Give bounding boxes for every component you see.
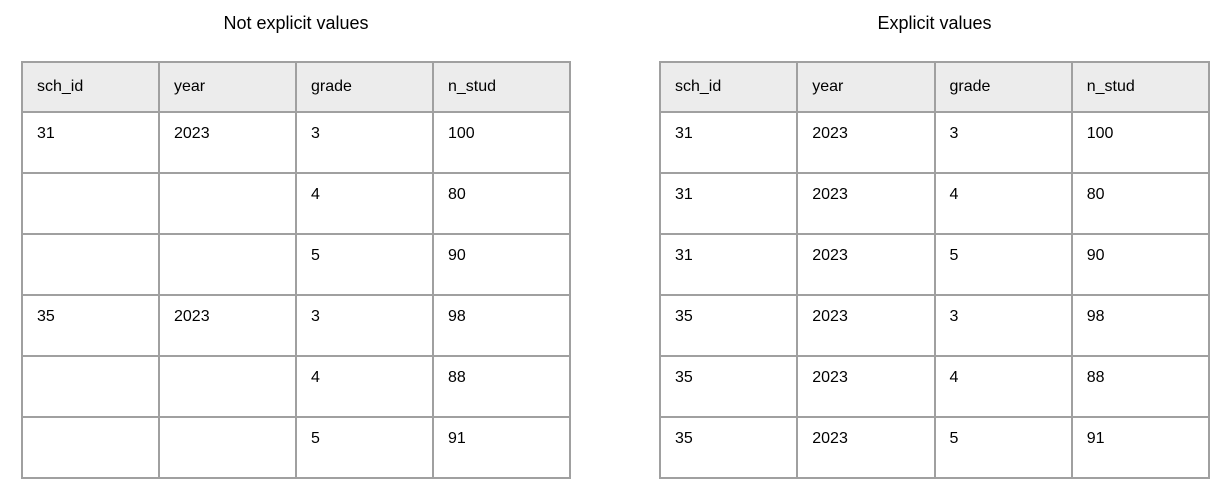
table-title-explicit: Explicit values <box>877 13 992 33</box>
table-cell <box>21 355 160 418</box>
table-row: 31 2023 5 90 <box>658 233 1211 296</box>
column-header-n-stud: n_stud <box>432 61 571 113</box>
table-row: 5 91 <box>21 416 571 479</box>
table-cell: 35 <box>658 355 799 418</box>
column-header-grade: grade <box>295 61 434 113</box>
table-cell: 31 <box>658 233 799 296</box>
table-cell: 98 <box>1070 294 1211 357</box>
table-cell: 3 <box>933 111 1073 174</box>
table-cell: 4 <box>295 172 434 235</box>
table-row: 31 2023 3 100 <box>21 111 571 174</box>
table-cell: 3 <box>295 294 434 357</box>
table-cell: 80 <box>1070 172 1211 235</box>
table-cell: 2023 <box>796 294 936 357</box>
table-cell: 2023 <box>796 416 936 479</box>
table-row: 5 90 <box>21 233 571 296</box>
table-cell: 2023 <box>796 355 936 418</box>
table-cell: 88 <box>1070 355 1211 418</box>
table-row: 4 80 <box>21 172 571 235</box>
table-cell <box>21 233 160 296</box>
table-cell <box>158 233 297 296</box>
table-cell: 100 <box>1070 111 1211 174</box>
table-cell: 4 <box>933 355 1073 418</box>
table-cell: 5 <box>295 416 434 479</box>
table-cell: 5 <box>933 416 1073 479</box>
table-cell: 31 <box>658 172 799 235</box>
table-row: 35 2023 5 91 <box>658 416 1211 479</box>
table-cell: 91 <box>1070 416 1211 479</box>
table-cell: 5 <box>933 233 1073 296</box>
table-cell: 98 <box>432 294 571 357</box>
table-block-explicit: Explicit values sch_id year grade n_stud… <box>658 0 1211 479</box>
table-cell: 91 <box>432 416 571 479</box>
table-cell: 4 <box>295 355 434 418</box>
table-cell: 80 <box>432 172 571 235</box>
table-cell: 2023 <box>158 294 297 357</box>
column-header-sch-id: sch_id <box>658 61 799 113</box>
table-cell <box>158 355 297 418</box>
header-row: sch_id year grade n_stud <box>658 61 1211 113</box>
table-cell: 3 <box>933 294 1073 357</box>
column-header-year: year <box>158 61 297 113</box>
table-cell: 88 <box>432 355 571 418</box>
table-cell: 31 <box>658 111 799 174</box>
column-header-year: year <box>796 61 936 113</box>
table-cell: 2023 <box>796 233 936 296</box>
table-cell: 35 <box>21 294 160 357</box>
table-row: 31 2023 4 80 <box>658 172 1211 235</box>
table-cell <box>158 172 297 235</box>
table-cell <box>21 172 160 235</box>
table-cell: 90 <box>1070 233 1211 296</box>
table-row: 4 88 <box>21 355 571 418</box>
table-cell: 90 <box>432 233 571 296</box>
table-cell <box>21 416 160 479</box>
table-cell: 2023 <box>796 172 936 235</box>
table-cell: 100 <box>432 111 571 174</box>
column-header-sch-id: sch_id <box>21 61 160 113</box>
table-cell <box>158 416 297 479</box>
table-explicit: sch_id year grade n_stud 31 2023 3 100 3… <box>658 61 1211 479</box>
column-header-grade: grade <box>933 61 1073 113</box>
table-row: 35 2023 3 98 <box>21 294 571 357</box>
table-title-not-explicit: Not explicit values <box>223 13 369 33</box>
table-cell: 3 <box>295 111 434 174</box>
table-row: 35 2023 3 98 <box>658 294 1211 357</box>
table-cell: 2023 <box>158 111 297 174</box>
table-cell: 4 <box>933 172 1073 235</box>
table-row: 31 2023 3 100 <box>658 111 1211 174</box>
table-cell: 2023 <box>796 111 936 174</box>
table-cell: 35 <box>658 294 799 357</box>
header-row: sch_id year grade n_stud <box>21 61 571 113</box>
table-cell: 31 <box>21 111 160 174</box>
table-row: 35 2023 4 88 <box>658 355 1211 418</box>
table-block-not-explicit: Not explicit values sch_id year grade n_… <box>21 0 571 479</box>
table-not-explicit: sch_id year grade n_stud 31 2023 3 100 4 <box>21 61 571 479</box>
column-header-n-stud: n_stud <box>1070 61 1211 113</box>
table-cell: 35 <box>658 416 799 479</box>
table-cell: 5 <box>295 233 434 296</box>
